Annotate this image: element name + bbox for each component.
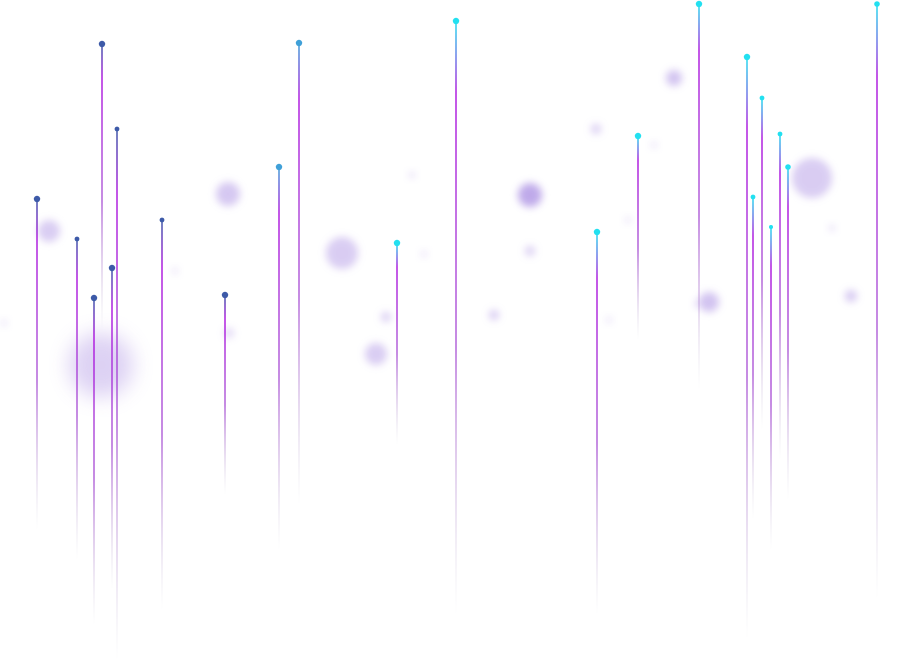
particle-dot (593, 228, 601, 236)
bokeh-circle (606, 317, 612, 323)
particle-line (455, 21, 457, 615)
bokeh-circle (365, 343, 387, 365)
bokeh-circle (38, 220, 60, 242)
particle-line (161, 220, 163, 610)
particle-line (101, 44, 103, 330)
particle-line (278, 167, 280, 550)
bokeh-circle (216, 182, 240, 206)
particle-line (770, 227, 772, 550)
bokeh-circle (326, 237, 358, 269)
particle-line (76, 239, 78, 560)
bokeh-circle (224, 328, 234, 338)
particle-line (224, 295, 226, 495)
particle-dot (695, 0, 703, 8)
particle-line (111, 268, 113, 590)
particle-line (116, 129, 118, 661)
bokeh-circle (518, 183, 542, 207)
particle-dot (74, 236, 80, 242)
bokeh-circle (69, 333, 133, 397)
particle-dot (90, 294, 98, 302)
particle-dot (108, 264, 116, 272)
particle-dot (769, 225, 773, 229)
bokeh-circle (489, 310, 499, 320)
bokeh-circle (792, 158, 832, 198)
particle-dot (114, 126, 120, 132)
particle-line (752, 197, 754, 520)
particle-dot (634, 132, 642, 140)
particle-dot (743, 53, 751, 61)
bokeh-circle (699, 292, 719, 312)
particle-line (637, 136, 639, 340)
particle-line (761, 98, 763, 430)
particle-dot (750, 194, 756, 200)
particle-dot (759, 95, 765, 101)
particle-dot (98, 40, 106, 48)
particle-line (876, 4, 878, 600)
particle-line (36, 199, 38, 530)
particle-dot (275, 163, 283, 171)
bokeh-circle (829, 225, 835, 231)
bokeh-circle (591, 124, 601, 134)
particle-dot (221, 291, 229, 299)
bokeh-circle (421, 251, 427, 257)
bokeh-circle (666, 70, 682, 86)
bokeh-circle (172, 268, 178, 274)
particle-line (746, 57, 748, 640)
bokeh-circle (625, 217, 631, 223)
vertical-lines (33, 0, 880, 661)
particle-line (298, 43, 300, 505)
particle-dot (874, 1, 880, 7)
particle-dot (159, 217, 165, 223)
particle-dot (295, 39, 303, 47)
bokeh-circle (381, 312, 391, 322)
particle-line (396, 243, 398, 445)
bokeh-circle (651, 142, 657, 148)
bokeh-circle (409, 172, 415, 178)
particle-line (787, 167, 789, 500)
particle-line (596, 232, 598, 615)
particle-dot (33, 195, 41, 203)
particle-dot (393, 239, 401, 247)
bokeh-circles (1, 70, 857, 397)
bokeh-circle (525, 246, 535, 256)
particle-dot (777, 131, 783, 137)
bokeh-circle (845, 290, 857, 302)
particle-line (93, 298, 95, 625)
particle-line (698, 4, 700, 390)
particle-dot (452, 17, 460, 25)
particle-line (779, 134, 781, 460)
bokeh-circle (1, 320, 7, 326)
particle-dot (785, 164, 791, 170)
